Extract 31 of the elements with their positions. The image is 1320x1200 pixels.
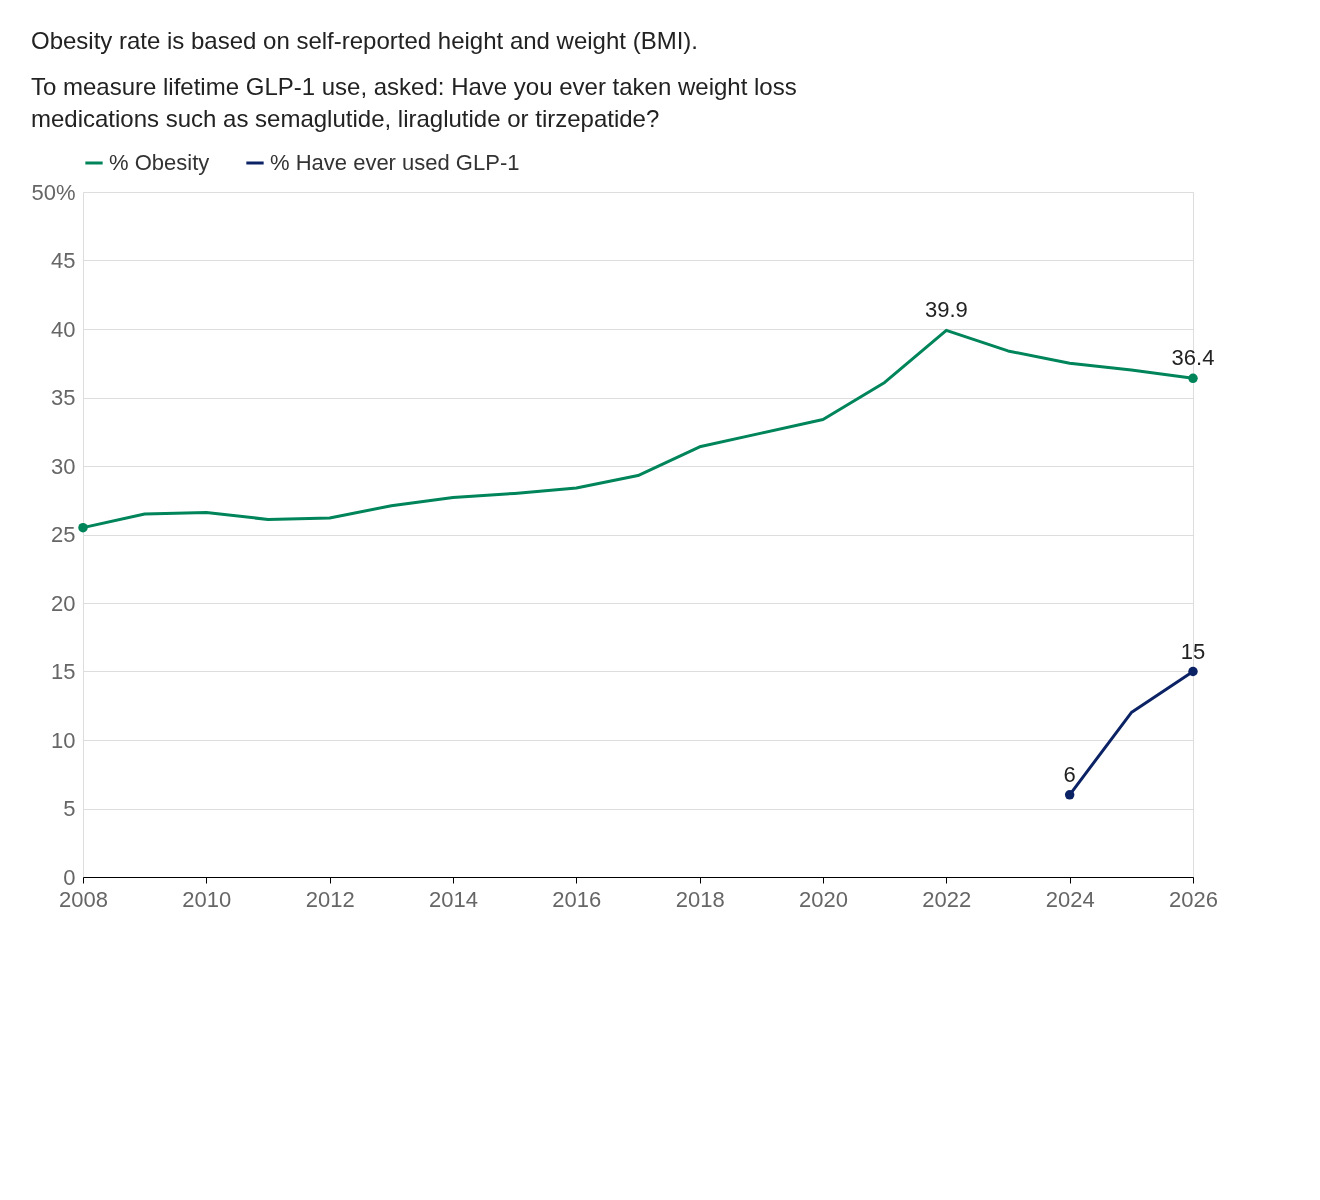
x-tick-label: 2016 (552, 886, 602, 912)
x-tick-label: 2026 (1169, 886, 1218, 912)
y-tick-label: 50% (31, 179, 76, 205)
x-tick-label: 2022 (922, 886, 972, 912)
data-label: 39.9 (924, 297, 968, 323)
data-label: 15 (1180, 638, 1206, 664)
x-tick-label: 2020 (799, 886, 848, 912)
x-tick-label: 2024 (1045, 886, 1095, 912)
y-tick-label: 45 (51, 248, 76, 273)
x-tick-label: 2014 (429, 886, 478, 912)
chart-title: Obesity rate is based on self-reported height and weight (BMI). (30, 27, 698, 54)
x-tick-label: 2010 (182, 886, 232, 912)
x-tick-label: 2018 (675, 886, 725, 912)
y-tick-label: 40 (51, 316, 76, 342)
y-tick-label: 10 (51, 727, 76, 753)
legend-label: % Have ever used GLP-1 (270, 150, 520, 175)
y-tick-label: 20 (51, 590, 76, 616)
y-tick-label: 5 (63, 796, 76, 821)
point (78, 522, 88, 533)
point (1188, 666, 1198, 677)
chart-subtitle: To measure lifetime GLP-1 use, asked: Have you ever taken weight loss medications such as semaglutide, liraglutide or tirzepatide? (30, 73, 797, 132)
y-tick-label: 35 (51, 385, 76, 410)
point (1188, 373, 1198, 384)
y-tick-label: 15 (51, 659, 76, 684)
point (1064, 790, 1075, 800)
x-tick-label: 2012 (305, 886, 355, 912)
y-tick-label: 30 (51, 453, 76, 479)
y-tick-label: 25 (51, 522, 76, 547)
legend-label: % Obesity (109, 150, 210, 175)
data-label: 36.4 (1171, 345, 1215, 371)
data-label: 6 (1063, 761, 1076, 787)
